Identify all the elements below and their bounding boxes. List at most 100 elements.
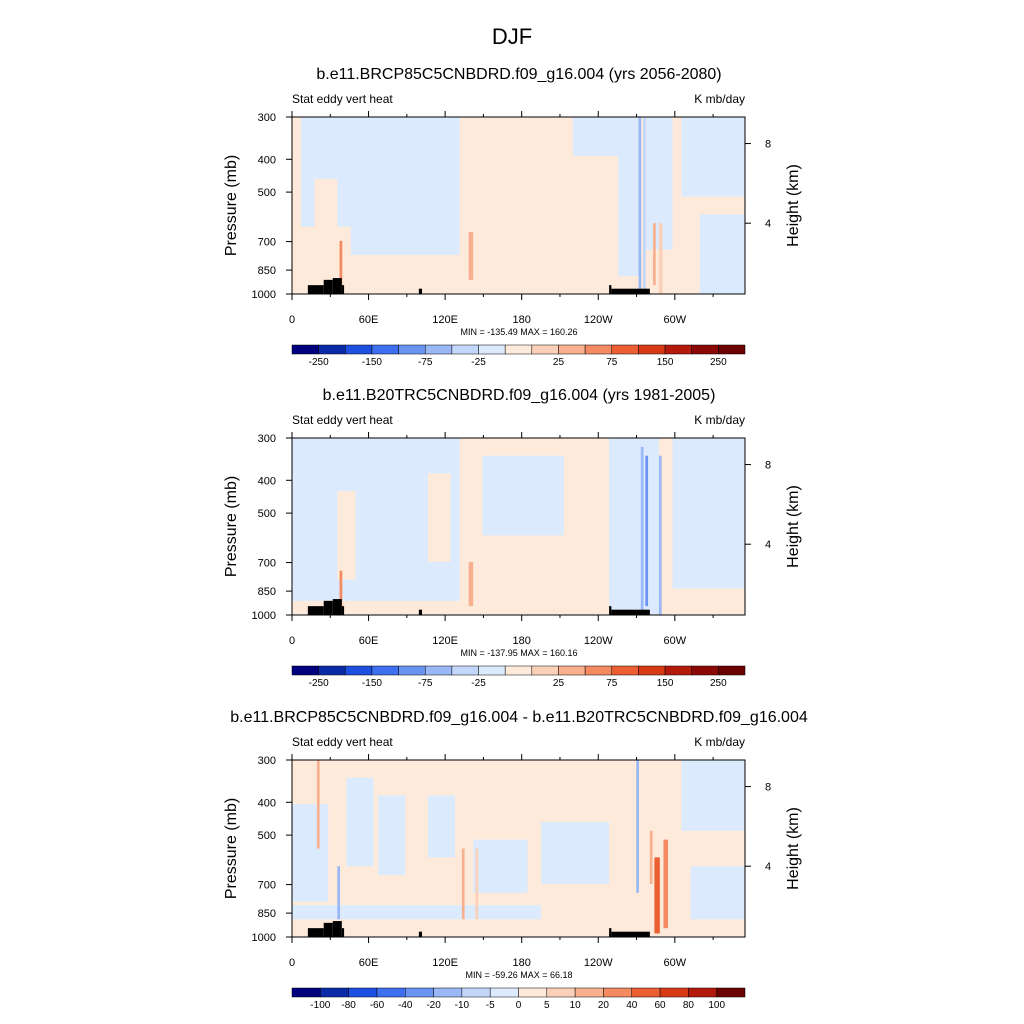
- colorbar-swatch: [348, 987, 378, 998]
- colorbar-label: -75: [418, 678, 433, 689]
- y-tick-label: 400: [258, 154, 276, 166]
- shaded-region: [690, 866, 745, 920]
- shaded-streak: [461, 848, 465, 920]
- x-tick-label: 60E: [359, 635, 379, 647]
- colorbar-swatch: [318, 344, 346, 355]
- colorbar-swatch: [691, 665, 719, 676]
- shaded-region: [609, 438, 659, 615]
- shaded-region: [681, 117, 745, 197]
- shaded-streak: [658, 223, 663, 294]
- y-tick-label: 400: [258, 475, 276, 487]
- right-string: K mb/day: [694, 413, 745, 427]
- panel-title: b.e11.B20TRC5CNBDRD.f09_g16.004 (yrs 198…: [323, 387, 716, 404]
- x-tick-label: 60W: [664, 314, 687, 326]
- plot-frame: [291, 437, 746, 616]
- colorbar-swatch: [631, 987, 661, 998]
- colorbar-swatch: [558, 344, 586, 355]
- colorbar-label: -250: [309, 357, 329, 368]
- colorbar-swatch: [345, 344, 373, 355]
- colorbar-label: -100: [310, 1000, 330, 1011]
- topography: [611, 609, 650, 615]
- colorbar-label: -5: [486, 1000, 495, 1011]
- colorbar-label: 75: [606, 678, 618, 689]
- colorbar-label: 0: [516, 1000, 522, 1011]
- chart-panel-3: b.e11.BRCP85C5CNBDRD.f09_g16.004 - b.e11…: [223, 709, 808, 1011]
- colorbar-swatch: [345, 665, 373, 676]
- y-axis-label: Pressure (mb): [223, 155, 240, 256]
- colorbar-swatch: [664, 344, 692, 355]
- colorbar-swatch: [424, 344, 453, 355]
- y-tick-label: 1000: [252, 610, 276, 622]
- y2-axis-label: Height (km): [785, 807, 802, 890]
- chart-panel-2: b.e11.B20TRC5CNBDRD.f09_g16.004 (yrs 198…: [223, 387, 802, 689]
- colorbar-swatch: [638, 344, 666, 355]
- colorbar-swatch: [291, 665, 319, 676]
- shaded-region: [427, 795, 456, 858]
- colorbar-swatch: [398, 665, 426, 676]
- x-tick-label: 120E: [432, 957, 458, 969]
- plot-frame: [291, 759, 746, 938]
- colorbar-label: -150: [362, 357, 382, 368]
- y-tick-label: 1000: [252, 932, 276, 944]
- colorbar-label: 150: [657, 678, 674, 689]
- colorbar-swatch: [371, 665, 399, 676]
- topography: [609, 285, 612, 294]
- y2-tick-label: 8: [765, 139, 771, 151]
- shaded-streak: [337, 866, 341, 920]
- colorbar-swatch: [718, 344, 746, 355]
- topography: [332, 599, 342, 615]
- colorbar-label: -10: [455, 1000, 470, 1011]
- topography: [341, 285, 345, 294]
- y2-tick-label: 4: [765, 539, 771, 551]
- colorbar-swatch: [611, 344, 639, 355]
- y-tick-label: 850: [258, 265, 276, 277]
- colorbar-swatch: [546, 987, 576, 998]
- colorbar-swatch: [688, 987, 717, 998]
- colorbar-label: 25: [553, 678, 565, 689]
- x-tick-label: 120E: [432, 635, 458, 647]
- shaded-region: [473, 839, 528, 893]
- colorbar-swatch: [461, 987, 491, 998]
- plot-area: [292, 438, 745, 615]
- x-tick-label: 60W: [664, 957, 687, 969]
- colorbar-swatch: [371, 344, 399, 355]
- colorbar-label: 100: [708, 1000, 725, 1011]
- y-axis-label: Pressure (mb): [223, 476, 240, 577]
- y-tick-label: 700: [258, 558, 276, 570]
- shaded-streak: [339, 570, 343, 615]
- y-tick-label: 300: [258, 112, 276, 124]
- colorbar-label: 25: [553, 357, 565, 368]
- shaded-region: [337, 491, 356, 580]
- min-max-stats: MIN = -59.26 MAX = 66.18: [465, 970, 572, 980]
- colorbar-swatch: [574, 987, 604, 998]
- plot-area: [292, 117, 745, 294]
- y-tick-label: 400: [258, 797, 276, 809]
- colorbar-label: 5: [544, 1000, 550, 1011]
- shaded-region: [427, 473, 451, 562]
- shaded-streak: [649, 830, 653, 884]
- topography: [323, 600, 333, 615]
- colorbar-swatch: [405, 987, 434, 998]
- shaded-streak: [645, 455, 649, 607]
- shaded-streak: [316, 760, 320, 849]
- topography: [611, 931, 650, 937]
- x-tick-label: 180: [513, 635, 531, 647]
- topography: [307, 928, 324, 937]
- topography: [418, 288, 423, 294]
- topography: [611, 288, 650, 294]
- colorbar-label: -75: [418, 357, 433, 368]
- x-tick-label: 60W: [664, 635, 687, 647]
- left-string: Stat eddy vert heat: [292, 413, 393, 427]
- colorbar-label: -250: [309, 678, 329, 689]
- colorbar-label: 150: [657, 357, 674, 368]
- x-tick-label: 120W: [584, 957, 613, 969]
- shaded-region: [350, 117, 460, 256]
- colorbar-swatch: [659, 987, 689, 998]
- shaded-region: [672, 438, 745, 589]
- colorbar-swatch: [478, 665, 506, 676]
- colorbar-swatch: [433, 987, 463, 998]
- plot-frame: [291, 116, 746, 295]
- x-tick-label: 0: [289, 314, 295, 326]
- x-tick-label: 180: [513, 314, 531, 326]
